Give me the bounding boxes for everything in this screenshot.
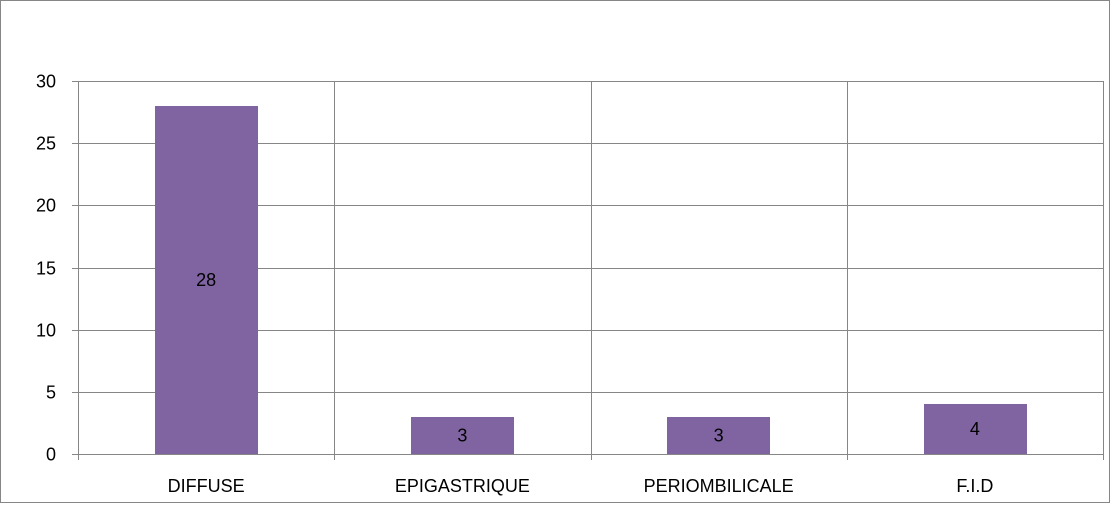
bar-epigastrique [411,417,514,454]
bar-f-i-d [924,404,1027,454]
x-tick-label: F.I.D [956,476,993,496]
y-tick-label: 10 [36,321,56,341]
data-label: 3 [457,426,467,446]
data-label: 28 [196,270,216,290]
x-tick-label: PERIOMBILICALE [644,476,794,496]
x-tick-label: DIFFUSE [168,476,245,496]
y-tick-label: 5 [46,383,56,403]
bar-periombilicale [667,417,770,454]
y-tick-label: 20 [36,196,56,216]
axes [72,81,1104,460]
bars [155,106,1027,454]
data-label: 4 [970,419,980,439]
y-tick-label: 25 [36,134,56,154]
y-tick-label: 0 [46,445,56,465]
data-label: 3 [714,426,724,446]
bar-diffuse [155,106,258,454]
y-tick-label: 15 [36,259,56,279]
y-tick-label: 30 [36,72,56,92]
x-tick-labels: DIFFUSE EPIGASTRIQUE PERIOMBILICALE F.I.D [168,476,994,496]
data-labels: 28 3 3 4 [196,270,980,446]
x-tick-label: EPIGASTRIQUE [395,476,530,496]
y-tick-labels: 0 5 10 15 20 25 30 [36,72,56,465]
